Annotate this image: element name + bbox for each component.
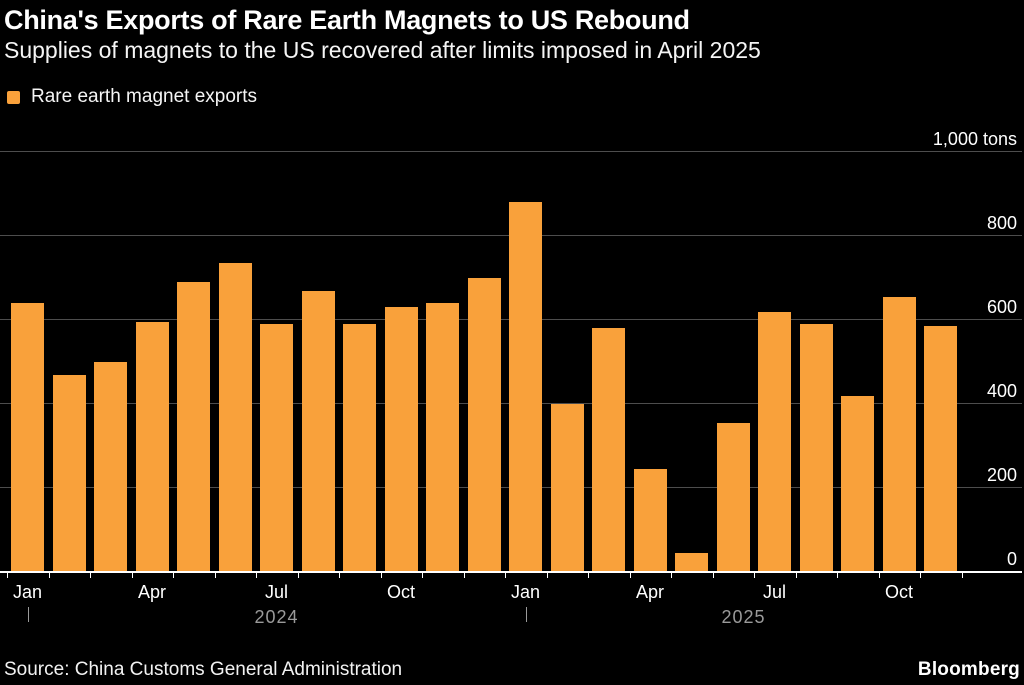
axis-tick (588, 573, 589, 578)
legend-label: Rare earth magnet exports (31, 86, 258, 107)
chart-subtitle: Supplies of magnets to the US recovered … (4, 37, 761, 63)
bar (592, 328, 625, 572)
axis-tick (380, 573, 382, 578)
year-label: 2025 (721, 607, 766, 627)
x-axis-month-label: Apr (635, 582, 665, 602)
year-label: 2024 (254, 607, 299, 627)
axis-tick (795, 573, 797, 578)
plot-area: 0 200 400 600 800 1,000 tons Jan Apr Jul Oct Jan Ap… (0, 130, 1022, 626)
axis-tick (297, 573, 299, 578)
bar (716, 422, 750, 572)
bar (52, 374, 86, 572)
bar (343, 324, 376, 572)
year-start-tick (525, 607, 527, 622)
bar (633, 469, 667, 572)
year-start-tick (27, 607, 29, 622)
x-axis-month-label: Jul (264, 582, 289, 602)
bar (11, 303, 44, 572)
axis-tick (629, 573, 631, 578)
axis-tick (48, 573, 50, 578)
legend: Rare earth magnet exports (7, 86, 257, 108)
x-axis-month-label: Oct (884, 582, 914, 602)
bar (94, 362, 127, 572)
axis-tick (214, 573, 216, 578)
legend-swatch-icon (7, 90, 20, 104)
axis-tick (961, 573, 963, 578)
axis-tick (505, 573, 506, 578)
y-axis-label: 800 (986, 213, 1017, 233)
axis-tick (754, 573, 755, 578)
x-axis-month-label: Oct (386, 582, 416, 602)
axis-tick (920, 573, 921, 578)
axis-tick (131, 573, 133, 578)
bloomberg-logo: Bloomberg (917, 659, 1020, 680)
y-axis-label: 0 (1006, 549, 1017, 569)
bar (882, 296, 916, 572)
bar (509, 202, 542, 572)
x-axis-line (0, 571, 1022, 573)
bar (799, 324, 833, 572)
bar (177, 282, 210, 572)
axis-tick (256, 573, 257, 578)
bar (924, 326, 957, 572)
x-axis-month-label: Apr (137, 582, 167, 602)
bar (426, 303, 459, 572)
axis-tick (837, 573, 838, 578)
bar (260, 324, 293, 572)
bar (550, 404, 584, 572)
x-axis-month-label: Jan (12, 582, 43, 602)
y-axis-label: 400 (986, 381, 1017, 401)
y-axis-label: 200 (986, 465, 1017, 485)
y-axis-unit-label: 1,000 tons (932, 129, 1017, 149)
bar (467, 278, 501, 572)
axis-tick (463, 573, 465, 578)
bar (841, 395, 874, 572)
chart-title: China's Exports of Rare Earth Magnets to… (4, 5, 690, 35)
gridline (0, 151, 1022, 152)
axis-tick (671, 573, 672, 578)
bar (135, 322, 169, 572)
axis-tick (173, 573, 174, 578)
bar (384, 307, 418, 572)
axis-tick (712, 573, 714, 578)
axis-tick (7, 573, 8, 578)
axis-tick (546, 573, 548, 578)
axis-tick (422, 573, 423, 578)
y-axis-label: 600 (986, 297, 1017, 317)
x-axis-month-label: Jul (762, 582, 787, 602)
source-note: Source: China Customs General Administra… (4, 659, 403, 680)
bar (301, 290, 335, 572)
x-axis-month-label: Jan (510, 582, 541, 602)
axis-tick (878, 573, 880, 578)
axis-tick (90, 573, 91, 578)
axis-tick (339, 573, 340, 578)
bar (675, 553, 708, 572)
bar (758, 311, 791, 572)
bar (218, 263, 252, 572)
